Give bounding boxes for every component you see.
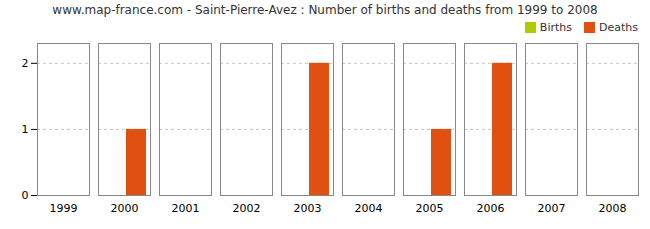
- svg-text:2004: 2004: [355, 202, 383, 215]
- svg-text:2: 2: [22, 57, 29, 70]
- svg-text:1999: 1999: [50, 202, 78, 215]
- html-text:Births: Births: [539, 20, 572, 34]
- svg-text:2000: 2000: [111, 202, 139, 215]
- svg-text:2005: 2005: [416, 202, 444, 215]
- svg-text:0: 0: [22, 189, 29, 202]
- svg-text:2007: 2007: [538, 202, 566, 215]
- svg-text:1: 1: [22, 123, 29, 136]
- html-text:Deaths: Deaths: [599, 20, 638, 34]
- html-text:www.map-france.com - Saint-Pie: www.map-france.com - Saint-Pierre-Avez :…: [52, 3, 598, 17]
- svg-text:2001: 2001: [172, 202, 200, 215]
- svg-text:2006: 2006: [477, 202, 505, 215]
- svg-text:2008: 2008: [599, 202, 627, 215]
- svg-text:2002: 2002: [233, 202, 261, 215]
- svg-text:2003: 2003: [294, 202, 322, 215]
